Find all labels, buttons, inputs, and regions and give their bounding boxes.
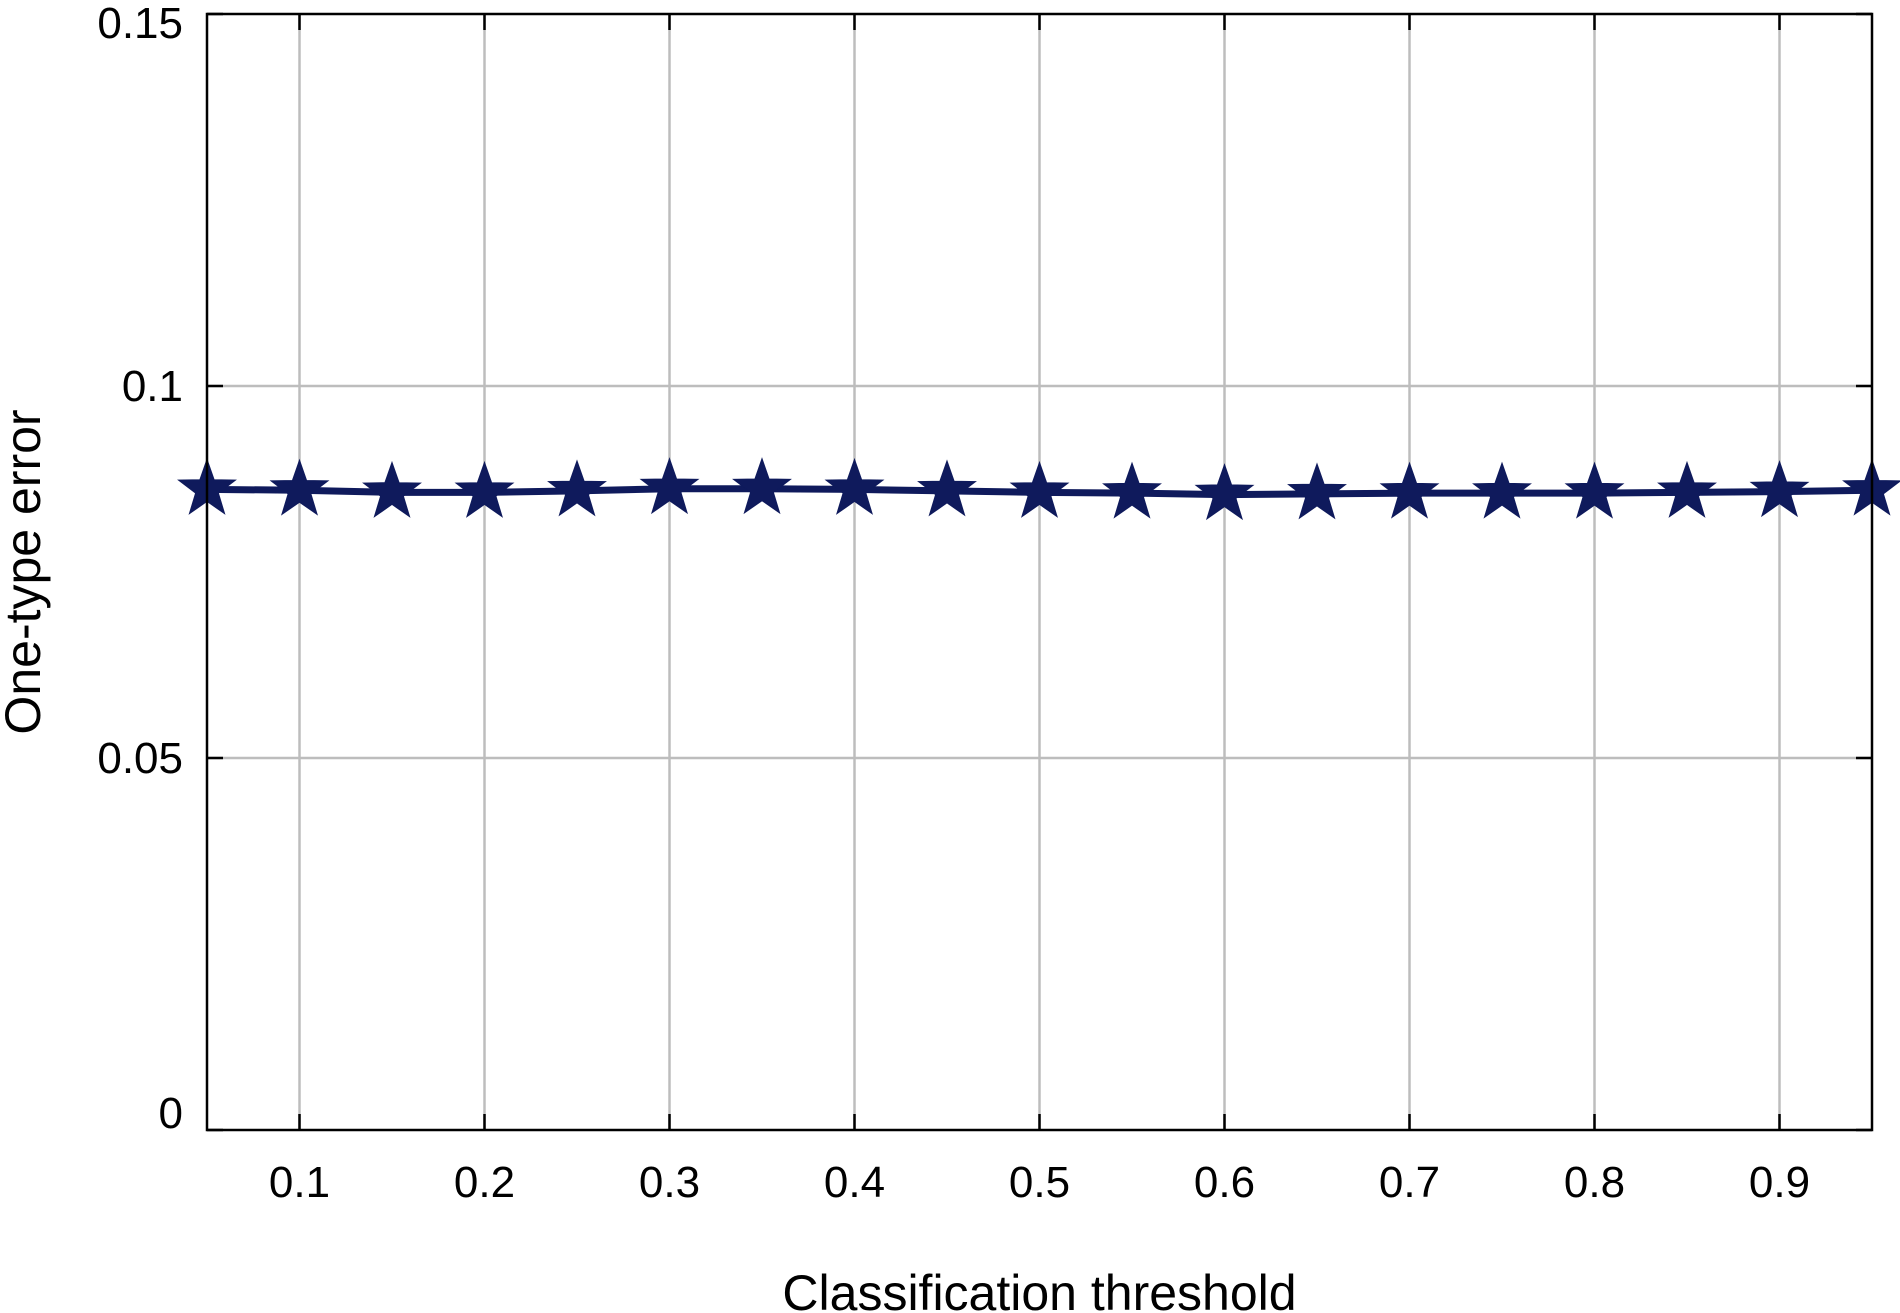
data-point-star [269, 458, 330, 516]
x-tick-label: 0.9 [1749, 1158, 1810, 1207]
data-point-star [1657, 460, 1717, 518]
x-tick-label: 0.3 [639, 1158, 700, 1207]
data-point-star [1472, 461, 1532, 519]
x-axis-title: Classification threshold [782, 1265, 1296, 1313]
grid [207, 14, 1872, 1130]
y-axis-title: One-type error [0, 409, 51, 734]
data-point-star [1194, 463, 1255, 521]
tick-labels: 0.1 0.2 0.3 0.4 0.5 0.6 0.7 0.8 0.9 0 0.05 0.1 0.15 [97, 0, 1810, 1207]
data-point-star [1379, 461, 1440, 519]
series-one-type-error [177, 457, 1900, 521]
data-point-star [1102, 461, 1162, 519]
x-tick-label: 0.1 [269, 1158, 330, 1207]
data-point-star [454, 460, 515, 518]
data-point-star [639, 457, 700, 515]
data-point-star [1564, 461, 1625, 519]
data-point-star [917, 459, 977, 517]
y-tick-label: 0 [159, 1089, 183, 1138]
x-tick-label: 0.2 [454, 1158, 515, 1207]
data-point-star [1749, 460, 1810, 518]
y-tick-label: 0.1 [122, 362, 183, 411]
x-tick-label: 0.8 [1564, 1158, 1625, 1207]
axis-ticks [207, 12, 1872, 1132]
data-point-star [1287, 462, 1347, 520]
data-point-star [1009, 460, 1070, 518]
data-point-star [547, 459, 607, 517]
x-tick-label: 0.7 [1379, 1158, 1440, 1207]
x-tick-label: 0.6 [1194, 1158, 1255, 1207]
y-tick-label: 0.05 [97, 734, 183, 783]
data-point-star [732, 457, 792, 515]
x-tick-label: 0.5 [1009, 1158, 1070, 1207]
data-point-star [362, 460, 422, 518]
data-point-star [824, 457, 885, 515]
x-tick-label: 0.4 [824, 1158, 885, 1207]
y-tick-label: 0.15 [97, 0, 183, 48]
